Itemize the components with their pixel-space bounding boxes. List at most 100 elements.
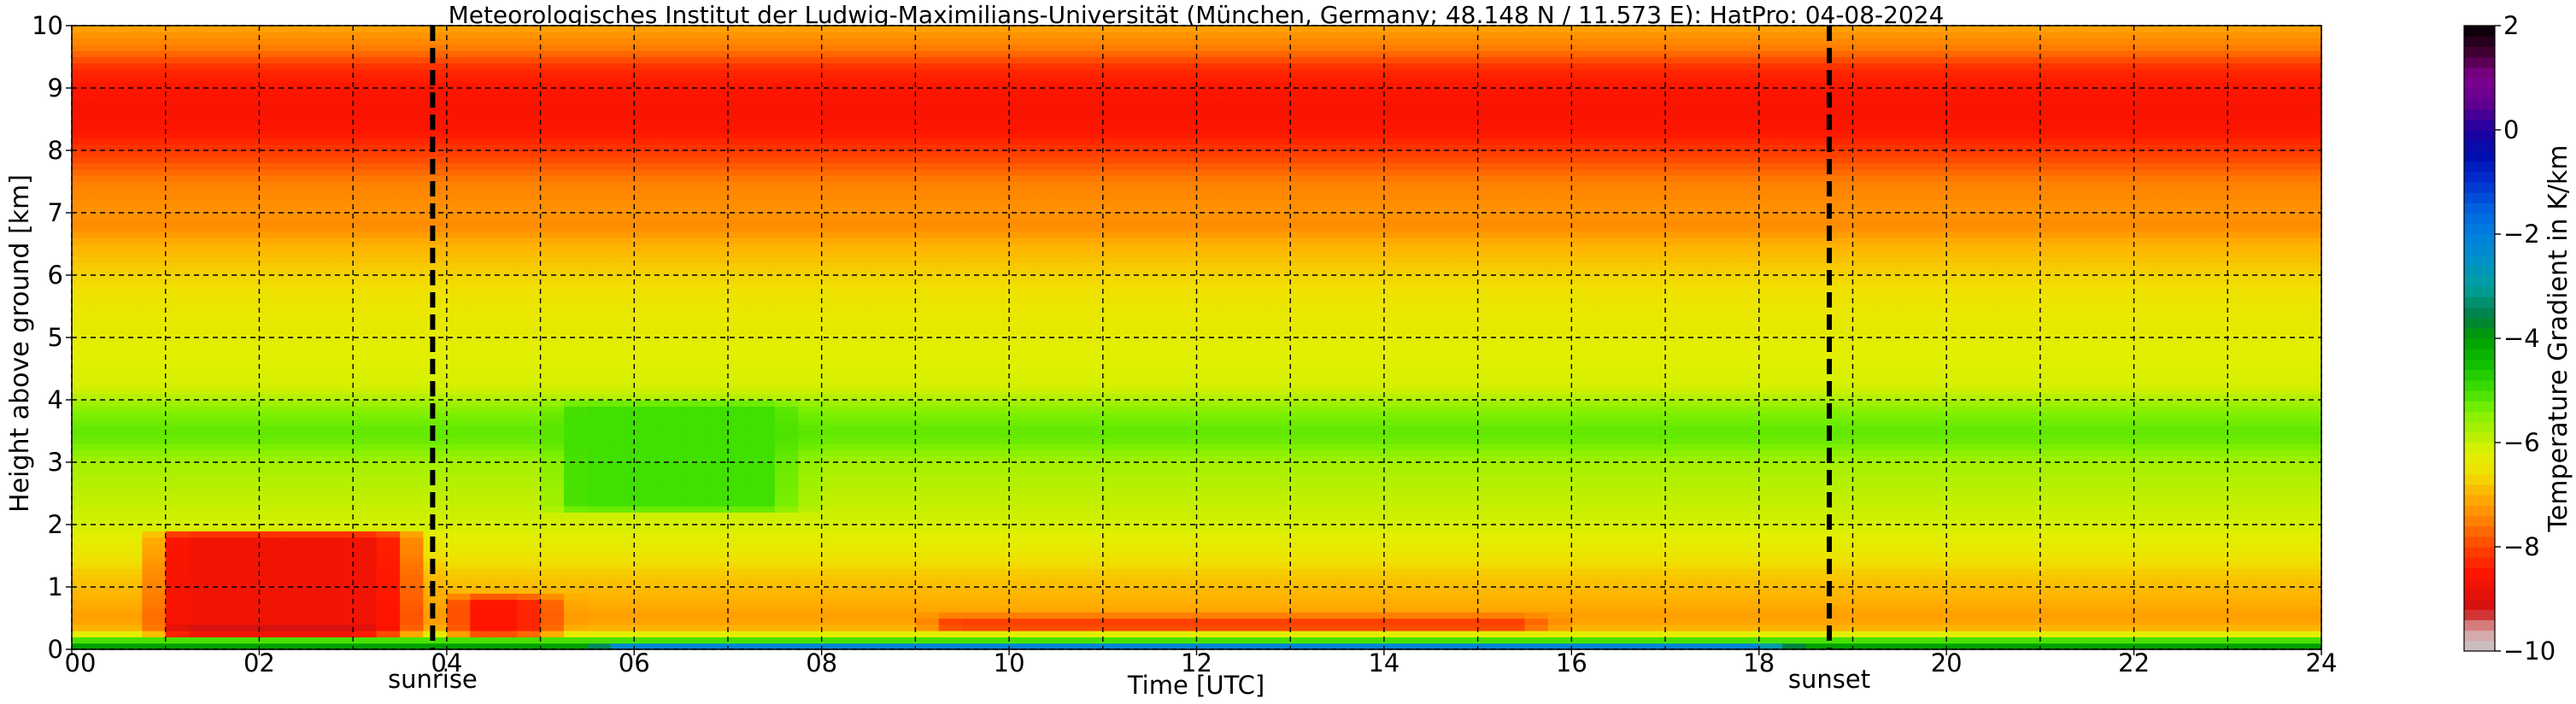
heatmap-cell: [985, 543, 1010, 550]
heatmap-cell: [681, 587, 706, 594]
heatmap-cell: [915, 337, 940, 344]
heatmap-cell: [610, 194, 635, 201]
heatmap-cell: [329, 150, 354, 157]
heatmap-cell: [1126, 580, 1151, 588]
heatmap-cell: [1102, 437, 1127, 444]
heatmap-cell: [72, 474, 97, 482]
heatmap-cell: [774, 81, 799, 89]
heatmap-cell: [985, 94, 1010, 102]
heatmap-cell: [1032, 62, 1057, 70]
heatmap-cell: [751, 219, 776, 226]
heatmap-cell: [657, 150, 682, 157]
heatmap-cell: [1032, 425, 1057, 432]
heatmap-cell: [1219, 642, 1244, 650]
heatmap-cell: [634, 574, 659, 582]
heatmap-cell: [376, 443, 401, 450]
heatmap-cell: [985, 194, 1010, 201]
heatmap-cell: [1009, 219, 1034, 226]
heatmap-cell: [938, 300, 963, 308]
heatmap-cell: [774, 512, 799, 519]
heatmap-cell: [587, 331, 612, 338]
heatmap-cell: [540, 150, 565, 157]
heatmap-cell: [376, 275, 401, 282]
heatmap-cell: [821, 425, 846, 432]
heatmap-cell: [821, 243, 846, 251]
heatmap-cell: [446, 468, 471, 476]
heatmap-cell: [704, 549, 729, 557]
heatmap-cell: [1173, 506, 1198, 513]
heatmap-cell: [376, 349, 401, 357]
heatmap-cell: [704, 312, 729, 320]
heatmap-cell: [1055, 425, 1080, 432]
heatmap-cell: [259, 69, 284, 76]
heatmap-cell: [563, 325, 588, 332]
heatmap-cell: [517, 637, 542, 644]
heatmap-cell: [962, 512, 987, 519]
heatmap-cell: [938, 355, 963, 363]
heatmap-cell: [142, 605, 167, 613]
heatmap-cell: [1196, 325, 1221, 332]
heatmap-cell: [493, 499, 518, 507]
heatmap-cell: [95, 468, 120, 476]
heatmap-cell: [1126, 331, 1151, 338]
heatmap-cell: [751, 206, 776, 214]
heatmap-cell: [353, 206, 378, 214]
heatmap-cell: [915, 256, 940, 263]
heatmap-cell: [399, 537, 425, 544]
heatmap-cell: [493, 281, 518, 289]
heatmap-cell: [868, 331, 893, 338]
heatmap-cell: [446, 362, 471, 370]
heatmap-cell: [962, 256, 987, 263]
heatmap-cell: [1102, 168, 1127, 176]
heatmap-cell: [540, 94, 565, 102]
heatmap-cell: [540, 455, 565, 463]
heatmap-cell: [727, 238, 752, 245]
heatmap-cell: [235, 331, 261, 338]
heatmap-cell: [1032, 331, 1057, 338]
heatmap-cell: [587, 468, 612, 476]
heatmap-cell: [891, 449, 916, 457]
heatmap-cell: [610, 555, 635, 563]
heatmap-cell: [587, 138, 612, 145]
heatmap-cell: [1032, 531, 1057, 538]
heatmap-cell: [751, 637, 776, 644]
heatmap-cell: [1055, 75, 1080, 83]
heatmap-cell: [1055, 593, 1080, 601]
heatmap-cell: [938, 50, 963, 58]
heatmap-cell: [1219, 574, 1244, 582]
heatmap-cell: [118, 499, 143, 507]
heatmap-cell: [938, 368, 963, 376]
heatmap-cell: [868, 175, 893, 183]
heatmap-cell: [891, 555, 916, 563]
heatmap-cell: [1102, 312, 1127, 320]
heatmap-cell: [399, 144, 425, 151]
heatmap-cell: [1126, 69, 1151, 76]
heatmap-cell: [1173, 512, 1198, 519]
heatmap-cell: [1219, 443, 1244, 450]
heatmap-cell: [470, 437, 495, 444]
heatmap-cell: [774, 26, 799, 32]
heatmap-cell: [235, 213, 261, 220]
heatmap-cell: [235, 275, 261, 282]
heatmap-cell: [376, 231, 401, 238]
heatmap-cell: [306, 213, 331, 220]
heatmap-cell: [634, 637, 659, 644]
heatmap-cell: [470, 580, 495, 588]
heatmap-cell: [259, 144, 284, 151]
heatmap-cell: [821, 281, 846, 289]
heatmap-cell: [634, 443, 659, 450]
heatmap-cell: [353, 387, 378, 395]
heatmap-cell: [1149, 243, 1174, 251]
heatmap-cell: [165, 275, 190, 282]
heatmap-cell: [259, 150, 284, 157]
heatmap-cell: [259, 561, 284, 569]
heatmap-cell: [423, 200, 448, 208]
heatmap-cell: [1079, 337, 1104, 344]
heatmap-cell: [212, 88, 237, 95]
heatmap-cell: [212, 249, 237, 257]
heatmap-cell: [938, 418, 963, 425]
heatmap-cell: [727, 94, 752, 102]
heatmap-cell: [1149, 281, 1174, 289]
heatmap-cell: [891, 349, 916, 357]
heatmap-cell: [540, 480, 565, 488]
